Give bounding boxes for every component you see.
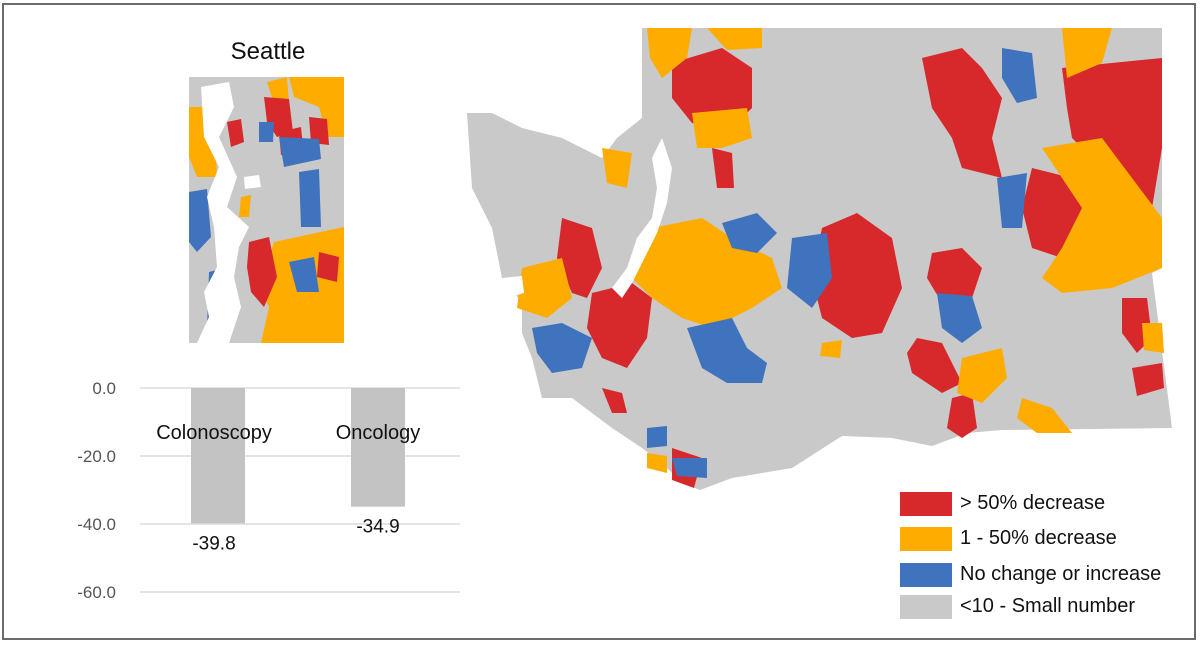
- region-gt-50-decrease: [927, 248, 982, 303]
- inset-region-blue: [299, 169, 321, 227]
- region-no-change-or-increase: [997, 173, 1027, 228]
- region-1-50-decrease: [1062, 28, 1112, 78]
- region-no-change-or-increase: [647, 426, 667, 448]
- region-no-change-or-increase: [1002, 48, 1037, 103]
- region-1-50-decrease: [820, 340, 842, 358]
- washington-state-map: [467, 28, 1172, 490]
- inset-region-red: [227, 119, 244, 147]
- bar-oncology: [351, 388, 405, 507]
- region-1-50-decrease: [602, 148, 632, 188]
- region-gt-50-decrease: [557, 218, 602, 298]
- region-gt-50-decrease: [1062, 58, 1162, 208]
- category-label: Colonoscopy: [156, 422, 272, 444]
- legend-swatch-blue: [900, 563, 952, 587]
- bar-chart: 0.0 -20.0 -40.0 -60.0 Colonoscopy -39.8 Oncol…: [77, 379, 460, 602]
- region-1-50-decrease: [1042, 138, 1162, 293]
- region-no-change-or-increase: [672, 458, 707, 478]
- region-gt-50-decrease: [602, 388, 627, 413]
- value-label: -34.9: [356, 517, 399, 538]
- region-gt-50-decrease: [907, 338, 962, 393]
- chart-bars: [191, 388, 405, 524]
- region-1-50-decrease: [647, 28, 692, 78]
- y-axis-tick-labels: 0.0 -20.0 -40.0 -60.0: [77, 379, 116, 602]
- region-no-change-or-increase: [532, 323, 592, 373]
- region-no-change-or-increase: [687, 318, 767, 383]
- region-no-change-or-increase: [722, 213, 777, 253]
- inset-region-red: [317, 252, 339, 282]
- region-gt-50-decrease: [587, 283, 652, 368]
- inset-water: [197, 82, 249, 343]
- inset-region-blue: [279, 137, 321, 167]
- y-tick-label: -60.0: [77, 583, 116, 602]
- region-1-50-decrease: [1142, 323, 1164, 353]
- region-1-50-decrease: [957, 348, 1007, 403]
- region-1-50-decrease: [692, 108, 752, 148]
- category-label: Oncology: [336, 422, 421, 444]
- legend-swatch-red: [900, 492, 952, 516]
- y-tick-label: 0.0: [92, 379, 116, 398]
- bar-colonoscopy: [191, 388, 245, 524]
- inset-water: [244, 175, 261, 189]
- region-1-50-decrease: [707, 28, 762, 50]
- seattle-inset-title: Seattle: [230, 38, 306, 65]
- map-water: [502, 276, 524, 298]
- inset-region-blue: [289, 257, 319, 292]
- chart-labels: Colonoscopy -39.8 Oncology -34.9: [156, 422, 420, 554]
- legend-label: No change or increase: [960, 563, 1162, 585]
- legend-label: <10 - Small number: [960, 595, 1136, 617]
- y-tick-label: -40.0: [77, 515, 116, 534]
- region-1-50-decrease: [1017, 398, 1072, 433]
- region-no-change-or-increase: [787, 233, 832, 308]
- legend-swatch-orange: [900, 527, 952, 551]
- region-no-change-or-increase: [937, 293, 982, 343]
- inset-region-orange: [239, 195, 251, 217]
- inset-region-blue: [189, 189, 211, 252]
- region-gt-50-decrease: [947, 393, 977, 438]
- map-water: [612, 138, 672, 298]
- inset-region-blue: [259, 122, 274, 142]
- legend-item-no-change-or-increase: No change or increase: [900, 561, 1190, 589]
- chart-gridlines: [140, 387, 460, 593]
- inset-region-orange: [289, 77, 344, 137]
- legend-swatch-gray: [900, 595, 952, 619]
- legend-label: 1 - 50% decrease: [960, 527, 1117, 549]
- region-gt-50-decrease: [712, 148, 734, 188]
- legend-item-1-50-decrease: 1 - 50% decrease: [900, 525, 1190, 553]
- region-1-50-decrease: [647, 453, 667, 473]
- region-1-50-decrease: [517, 258, 572, 318]
- legend-label: > 50% decrease: [960, 492, 1106, 514]
- value-label: -39.8: [192, 533, 235, 554]
- region-gt-50-decrease: [812, 213, 902, 338]
- y-tick-label: -20.0: [77, 447, 116, 466]
- region-gt-50-decrease: [1132, 363, 1164, 396]
- region-gt-50-decrease: [922, 48, 1002, 178]
- region-gt-50-decrease: [672, 48, 752, 128]
- legend-item-gt-50-decrease: > 50% decrease: [900, 490, 1190, 518]
- legend-item-small-number: <10 - Small number: [900, 593, 1190, 621]
- inset-region-red: [309, 117, 329, 145]
- seattle-inset-map: [189, 77, 344, 343]
- inset-region-red: [247, 237, 277, 307]
